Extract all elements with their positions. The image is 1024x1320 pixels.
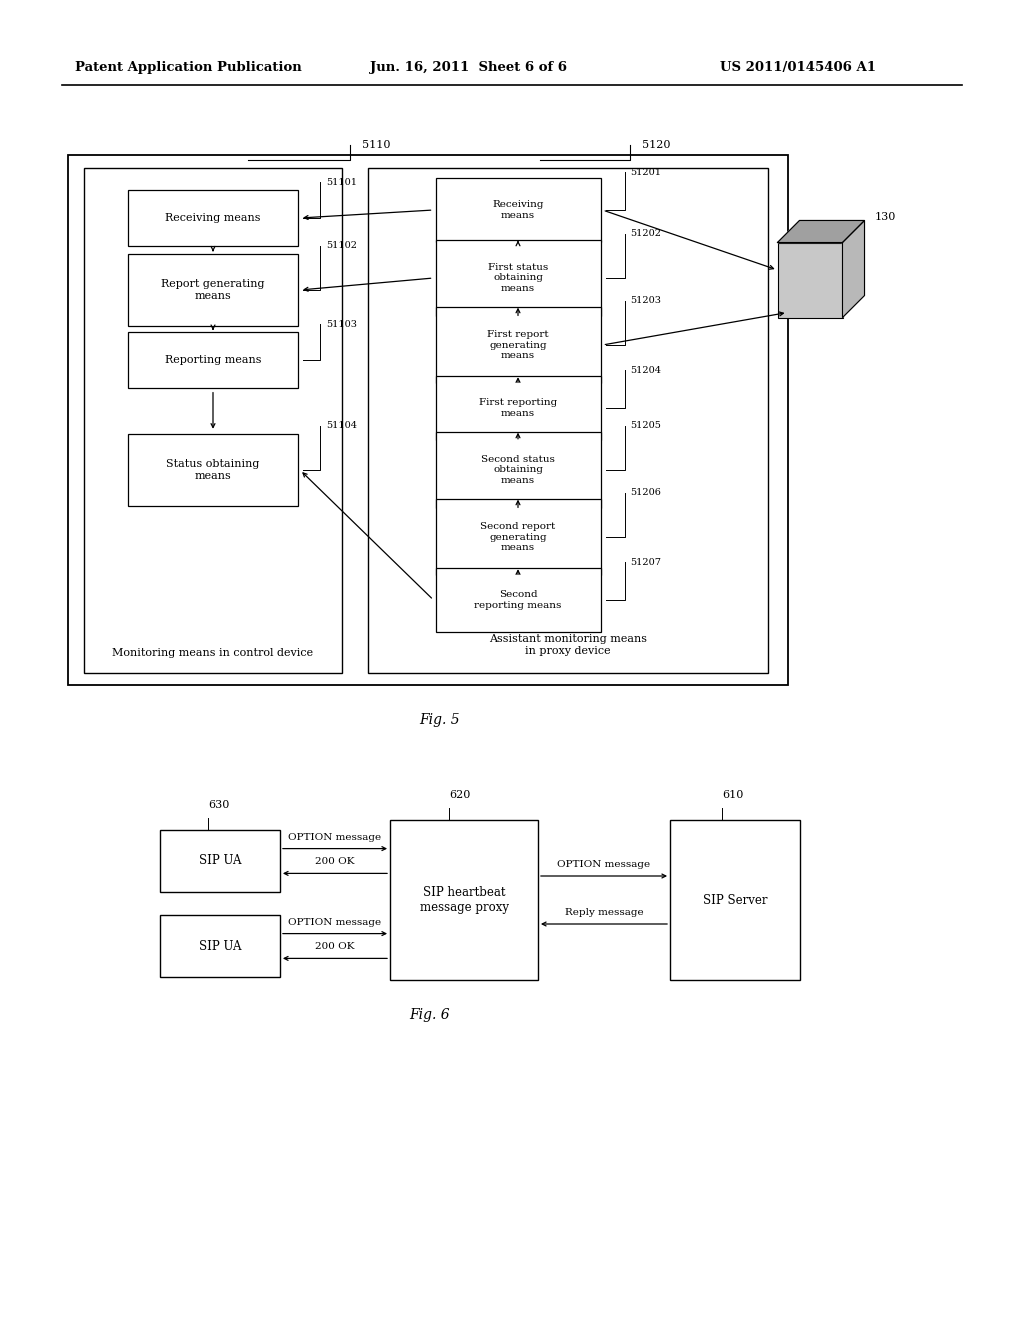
Text: 51207: 51207 xyxy=(631,558,662,566)
FancyBboxPatch shape xyxy=(777,243,843,318)
Text: 51205: 51205 xyxy=(631,421,662,430)
Text: SIP heartbeat
message proxy: SIP heartbeat message proxy xyxy=(420,886,509,913)
FancyBboxPatch shape xyxy=(128,333,298,388)
Text: 51201: 51201 xyxy=(631,168,662,177)
FancyBboxPatch shape xyxy=(670,820,800,979)
Text: 51202: 51202 xyxy=(631,230,662,238)
Text: Receiving
means: Receiving means xyxy=(493,201,544,219)
Text: 5110: 5110 xyxy=(362,140,390,150)
FancyBboxPatch shape xyxy=(435,306,600,383)
Text: SIP Server: SIP Server xyxy=(702,894,767,907)
FancyBboxPatch shape xyxy=(128,434,298,507)
Text: First reporting
means: First reporting means xyxy=(479,399,557,417)
Polygon shape xyxy=(777,220,864,243)
FancyBboxPatch shape xyxy=(435,569,600,632)
Text: OPTION message: OPTION message xyxy=(557,861,650,869)
Text: 620: 620 xyxy=(450,789,471,800)
Text: US 2011/0145406 A1: US 2011/0145406 A1 xyxy=(720,62,876,74)
Text: First report
generating
means: First report generating means xyxy=(487,330,549,360)
Text: 200 OK: 200 OK xyxy=(315,942,354,952)
Text: Status obtaining
means: Status obtaining means xyxy=(166,459,260,480)
Text: Second
reporting means: Second reporting means xyxy=(474,590,562,610)
Text: 200 OK: 200 OK xyxy=(315,858,354,866)
Text: Monitoring means in control device: Monitoring means in control device xyxy=(113,648,313,657)
FancyBboxPatch shape xyxy=(128,253,298,326)
Text: Assistant monitoring means
in proxy device: Assistant monitoring means in proxy devi… xyxy=(489,634,647,656)
Text: SIP UA: SIP UA xyxy=(199,940,242,953)
Text: 51103: 51103 xyxy=(326,319,357,329)
Text: 51204: 51204 xyxy=(631,366,662,375)
Text: 130: 130 xyxy=(874,213,896,223)
Text: 51102: 51102 xyxy=(326,242,357,251)
FancyBboxPatch shape xyxy=(160,830,280,892)
Text: Fig. 5: Fig. 5 xyxy=(420,713,461,727)
Text: Jun. 16, 2011  Sheet 6 of 6: Jun. 16, 2011 Sheet 6 of 6 xyxy=(370,62,567,74)
Text: Receiving means: Receiving means xyxy=(165,213,261,223)
FancyBboxPatch shape xyxy=(160,915,280,977)
Text: 51206: 51206 xyxy=(631,488,662,498)
FancyBboxPatch shape xyxy=(368,168,768,673)
Text: 51101: 51101 xyxy=(326,178,357,186)
Text: Second status
obtaining
means: Second status obtaining means xyxy=(481,455,555,484)
Text: Reporting means: Reporting means xyxy=(165,355,261,366)
Text: Fig. 6: Fig. 6 xyxy=(410,1008,451,1022)
FancyBboxPatch shape xyxy=(128,190,298,246)
FancyBboxPatch shape xyxy=(390,820,538,979)
Polygon shape xyxy=(843,220,864,318)
Text: 610: 610 xyxy=(722,789,743,800)
Text: 5120: 5120 xyxy=(642,140,671,150)
FancyBboxPatch shape xyxy=(435,376,600,440)
Text: Second report
generating
means: Second report generating means xyxy=(480,523,556,552)
Text: First status
obtaining
means: First status obtaining means xyxy=(487,263,548,293)
Text: OPTION message: OPTION message xyxy=(289,917,382,927)
FancyBboxPatch shape xyxy=(435,499,600,576)
FancyBboxPatch shape xyxy=(435,178,600,242)
Text: SIP UA: SIP UA xyxy=(199,854,242,867)
Text: OPTION message: OPTION message xyxy=(289,833,382,842)
Text: 630: 630 xyxy=(208,800,229,810)
FancyBboxPatch shape xyxy=(435,432,600,508)
Text: Report generating
means: Report generating means xyxy=(161,280,265,301)
Text: Patent Application Publication: Patent Application Publication xyxy=(75,62,302,74)
FancyBboxPatch shape xyxy=(84,168,342,673)
Text: 51203: 51203 xyxy=(631,296,662,305)
FancyBboxPatch shape xyxy=(68,154,788,685)
FancyBboxPatch shape xyxy=(435,240,600,317)
Text: Reply message: Reply message xyxy=(564,908,643,917)
Text: 51104: 51104 xyxy=(326,421,357,430)
